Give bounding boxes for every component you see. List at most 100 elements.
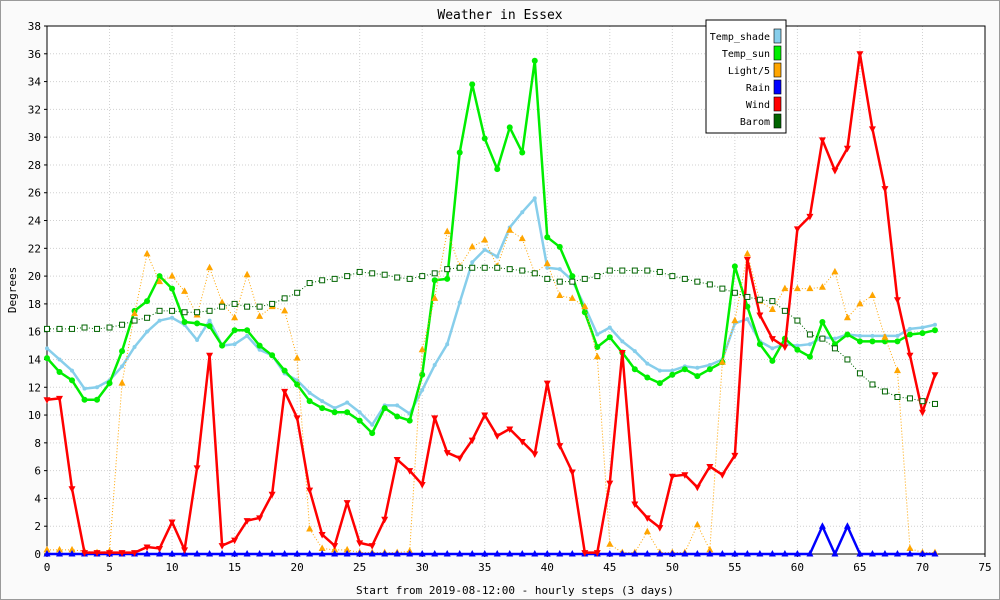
data-point (581, 309, 588, 316)
data-point (257, 347, 262, 352)
data-point (482, 247, 487, 252)
data-point (856, 370, 863, 377)
data-point (332, 406, 337, 411)
data-point (145, 329, 150, 334)
legend-label: Light/5 (728, 66, 770, 77)
data-point (818, 137, 826, 144)
data-point (206, 323, 213, 330)
data-point (543, 259, 551, 267)
data-point (506, 226, 514, 233)
data-point (468, 242, 476, 250)
data-point (218, 543, 226, 550)
data-point (356, 417, 363, 424)
x-tick-label: 15 (228, 561, 241, 574)
data-point (868, 291, 876, 299)
y-tick-label: 22 (28, 242, 41, 255)
data-point (594, 343, 601, 350)
x-tick-label: 50 (666, 561, 679, 574)
data-point (181, 547, 189, 554)
data-point (143, 550, 151, 557)
data-point (793, 226, 801, 233)
data-point (656, 380, 663, 387)
data-point (481, 550, 489, 557)
data-point (870, 333, 875, 338)
data-point (331, 275, 338, 282)
data-point (931, 400, 938, 407)
data-point (756, 550, 764, 557)
data-point (568, 550, 576, 557)
data-point (681, 472, 689, 479)
data-point (157, 318, 162, 323)
data-point (681, 366, 688, 373)
data-point (57, 357, 62, 362)
data-point (156, 545, 164, 553)
data-point (431, 270, 438, 277)
data-point (144, 298, 151, 305)
data-point (281, 367, 288, 374)
data-point (569, 273, 576, 280)
data-point (745, 317, 750, 322)
series-line (46, 52, 937, 554)
data-point (406, 468, 414, 475)
y-tick-label: 32 (28, 103, 41, 116)
data-point (318, 550, 326, 557)
data-point (45, 346, 49, 351)
data-point (468, 550, 476, 557)
data-point (256, 312, 264, 319)
data-point (518, 550, 526, 557)
data-point (756, 341, 763, 348)
data-point (669, 371, 676, 378)
data-point (207, 318, 212, 323)
data-point (906, 550, 914, 557)
data-point (531, 550, 539, 557)
data-point (293, 415, 301, 422)
data-point (445, 342, 450, 347)
data-point (394, 274, 401, 281)
x-tick-label: 0 (44, 561, 51, 574)
data-point (306, 398, 313, 405)
data-point (481, 412, 489, 420)
data-point (557, 267, 562, 272)
data-point (418, 550, 426, 557)
data-point (156, 277, 164, 285)
data-point (931, 372, 939, 379)
data-point (856, 338, 863, 345)
data-point (819, 318, 826, 325)
data-point (843, 145, 851, 153)
data-point (794, 346, 801, 353)
data-point (868, 126, 876, 133)
legend-swatch (773, 45, 782, 61)
data-point (756, 312, 764, 320)
data-point (56, 550, 64, 557)
data-point (857, 333, 862, 338)
data-point (245, 333, 250, 338)
data-point (856, 299, 864, 307)
data-point (568, 294, 576, 301)
data-point (456, 264, 463, 271)
x-tick-label: 45 (603, 561, 616, 574)
y-tick-label: 14 (28, 353, 42, 366)
data-point (218, 298, 226, 306)
data-point (344, 409, 351, 416)
data-point (106, 380, 113, 387)
data-point (769, 298, 776, 305)
data-point (831, 168, 839, 175)
data-point (344, 273, 351, 280)
data-point (818, 283, 826, 290)
data-point (543, 380, 551, 388)
data-point (918, 550, 926, 557)
data-point (456, 455, 464, 463)
data-point (244, 303, 251, 310)
data-point (81, 550, 89, 557)
y-tick-label: 10 (28, 409, 41, 422)
data-point (82, 386, 87, 391)
data-point (731, 289, 738, 296)
data-point (244, 327, 251, 334)
data-point (43, 550, 51, 557)
data-point (494, 264, 501, 271)
data-point (43, 545, 51, 553)
data-point (343, 550, 351, 557)
data-point (631, 550, 639, 557)
data-point (495, 254, 500, 259)
y-tick-label: 12 (28, 381, 41, 394)
